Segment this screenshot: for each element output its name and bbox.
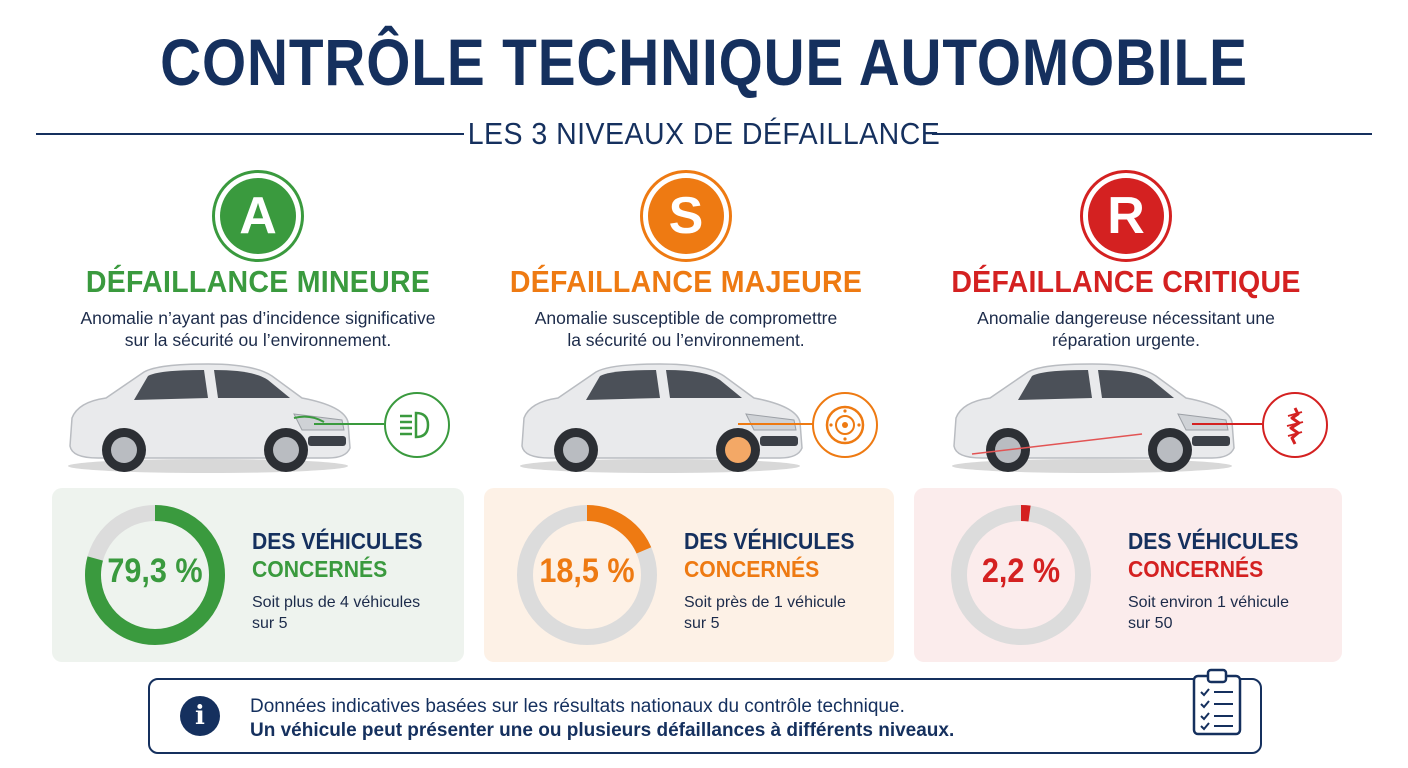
stat-line2: CONCERNÉS	[252, 556, 388, 582]
level-description-major: Anomalie susceptible de compromettre la …	[476, 307, 896, 351]
desc-line: sur la sécurité ou l’environnement.	[124, 330, 392, 350]
desc-line: la sécurité ou l’environnement.	[567, 330, 805, 350]
desc-line: Anomalie susceptible de compromettre	[534, 308, 838, 328]
headlight-icon	[384, 392, 450, 458]
level-column-major: S DÉFAILLANCE MAJEURE Anomalie susceptib…	[466, 166, 906, 506]
footer-line2: Un véhicule peut présenter une ou plusie…	[250, 720, 955, 741]
detail-connector	[738, 423, 814, 425]
percent-label: 18,5 %	[539, 552, 635, 590]
stat-line1: DES VÉHICULES	[252, 528, 423, 554]
clipboard-checklist-icon	[1192, 668, 1242, 736]
level-description-minor: Anomalie n’ayant pas d’incidence signifi…	[48, 307, 468, 351]
level-column-critical: R DÉFAILLANCE CRITIQUE Anomalie dangereu…	[906, 166, 1346, 506]
level-column-minor: A DÉFAILLANCE MINEURE Anomalie n’ayant p…	[38, 166, 478, 506]
divider-right	[932, 133, 1372, 135]
note-line: Soit près de 1 véhicule	[684, 594, 846, 611]
note-line: sur 5	[252, 615, 288, 632]
divider-left	[36, 133, 464, 135]
badge-letter: S	[648, 178, 724, 254]
stat-line2: CONCERNÉS	[684, 556, 820, 582]
percent-label: 79,3 %	[107, 552, 203, 590]
donut-chart	[517, 505, 657, 645]
donut-chart	[85, 505, 225, 645]
stat-card-minor: 79,3 % DES VÉHICULES CONCERNÉS Soit plus…	[52, 488, 464, 662]
level-title-minor: DÉFAILLANCE MINEURE	[85, 264, 431, 299]
donut-value-arc	[586, 505, 652, 554]
desc-line: réparation urgente.	[1052, 330, 1200, 350]
donut-chart	[951, 505, 1091, 645]
info-icon: i	[180, 696, 220, 736]
note-line: sur 50	[1128, 615, 1173, 632]
car-image	[952, 363, 1235, 473]
note-line: sur 5	[684, 615, 720, 632]
note-line: Soit plus de 4 véhicules	[252, 594, 421, 611]
car-image	[68, 363, 351, 473]
page-title: CONTRÔLE TECHNIQUE AUTOMOBILE	[160, 25, 1248, 99]
level-badge-minor: A	[212, 170, 304, 262]
car-image	[520, 363, 803, 473]
stat-line1: DES VÉHICULES	[684, 528, 855, 554]
stat-note: Soit environ 1 véhicule sur 50	[1128, 592, 1308, 634]
detail-connector	[1192, 423, 1262, 425]
stat-card-critical: 2,2 % DES VÉHICULES CONCERNÉS Soit envir…	[914, 488, 1342, 662]
stat-note: Soit près de 1 véhicule sur 5	[684, 592, 864, 634]
level-title-major: DÉFAILLANCE MAJEURE	[509, 264, 863, 299]
level-badge-major: S	[640, 170, 732, 262]
note-line: Soit environ 1 véhicule	[1128, 594, 1289, 611]
badge-letter: A	[220, 178, 296, 254]
level-description-critical: Anomalie dangereuse nécessitant une répa…	[916, 307, 1336, 351]
badge-letter: R	[1088, 178, 1164, 254]
desc-line: Anomalie n’ayant pas d’incidence signifi…	[80, 308, 436, 328]
stat-card-major: 18,5 % DES VÉHICULES CONCERNÉS Soit près…	[484, 488, 894, 662]
info-footer: i Données indicatives basées sur les rés…	[148, 668, 1262, 754]
level-title-critical: DÉFAILLANCE CRITIQUE	[951, 264, 1301, 299]
detail-connector	[314, 423, 384, 425]
broken-part-icon	[1262, 392, 1328, 458]
level-badge-critical: R	[1080, 170, 1172, 262]
brake-disc-icon	[812, 392, 878, 458]
donut-value-arc	[85, 505, 225, 645]
subtitle-row: LES 3 NIVEAUX DE DÉFAILLANCE	[36, 112, 1372, 156]
donut-value-arc	[1020, 505, 1031, 522]
stat-line2: CONCERNÉS	[1128, 556, 1264, 582]
desc-line: Anomalie dangereuse nécessitant une	[977, 308, 1275, 328]
stat-note: Soit plus de 4 véhicules sur 5	[252, 592, 432, 634]
page-subtitle: LES 3 NIVEAUX DE DÉFAILLANCE	[467, 116, 941, 151]
stat-line1: DES VÉHICULES	[1128, 528, 1299, 554]
footer-line1: Données indicatives basées sur les résul…	[250, 696, 905, 717]
percent-label: 2,2 %	[981, 552, 1061, 590]
